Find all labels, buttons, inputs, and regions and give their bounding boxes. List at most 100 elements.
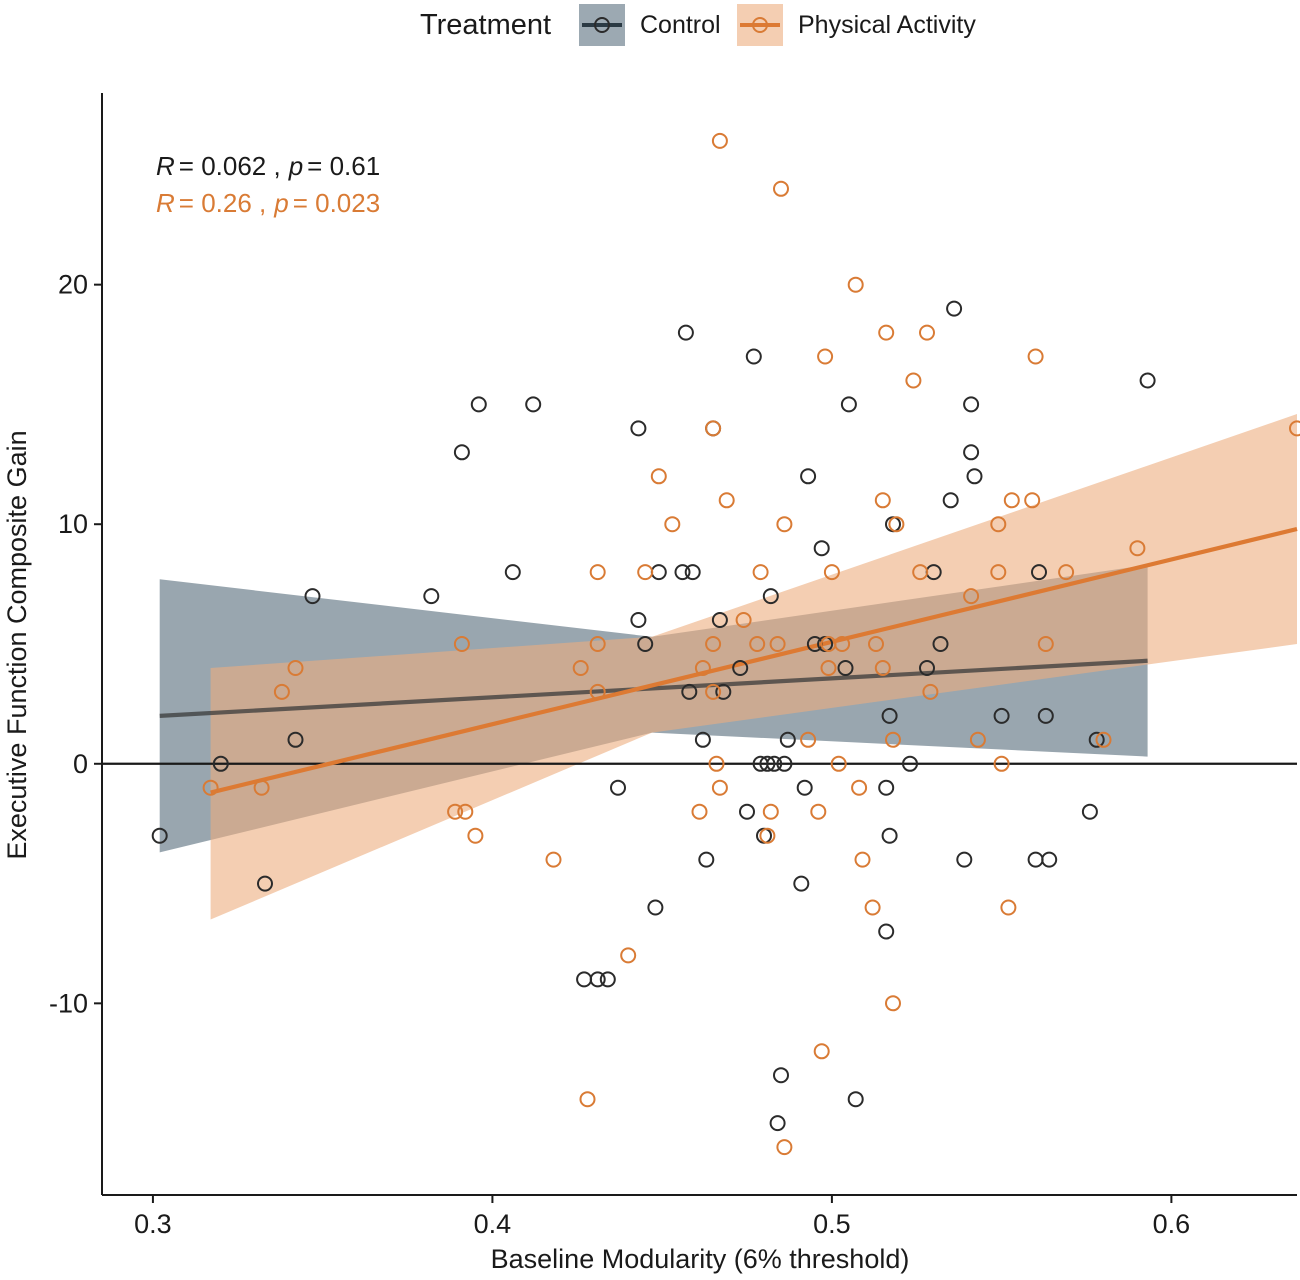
point-physical-activity [589,564,606,581]
legend-point-control [594,17,610,33]
point-physical-activity [447,803,464,820]
point-control [762,588,779,605]
point-control [151,827,168,844]
point-control [470,396,487,413]
point-physical-activity [287,660,304,676]
point-control [840,396,857,413]
point-physical-activity [800,731,817,748]
point-control [1041,851,1058,868]
point-control [769,1115,786,1132]
regression-line-control [159,658,1148,718]
point-physical-activity [990,516,1007,533]
point-physical-activity [1129,540,1146,557]
point-physical-activity [705,683,722,700]
point-control [932,636,949,652]
stat-control-p-label: p [288,151,303,181]
point-physical-activity [572,660,589,676]
point-physical-activity [650,468,667,485]
point-physical-activity [1003,492,1020,509]
confidence-bands [159,414,1298,920]
point-control [942,492,959,509]
x-tick-label: 0.4 [474,1209,512,1239]
point-control [698,851,715,868]
point-physical-activity [810,803,827,820]
point-control [630,420,647,437]
point-physical-activity [711,779,728,796]
point-control [878,923,895,940]
legend-label-control: Control [640,11,721,39]
point-physical-activity [589,636,606,652]
point-physical-activity [912,564,929,581]
point-control [1088,731,1105,748]
point-control [779,731,796,748]
point-control [715,683,732,700]
point-physical-activity [453,636,470,652]
point-physical-activity [922,683,939,700]
point-physical-activity [963,588,980,605]
point-control [630,612,647,628]
point-physical-activity [776,516,793,533]
point-control [674,564,691,581]
x-tick-label: 0.6 [1153,1209,1191,1239]
point-control [423,588,440,605]
point-physical-activity [888,516,905,533]
point-control [813,540,830,557]
point-control [650,564,667,581]
point-physical-activity [773,180,789,197]
point-physical-activity [694,660,711,676]
point-physical-activity [1024,492,1041,509]
stat-pa-r-value: = 0.26 , [179,188,266,218]
point-physical-activity [545,851,562,868]
point-physical-activity [273,683,290,700]
point-control [800,468,817,485]
point-physical-activity [708,755,725,772]
point-control [637,636,654,652]
x-tick-label: 0.3 [134,1209,172,1239]
point-physical-activity [847,276,864,293]
legend-point-physical-activity [752,17,768,33]
point-control [576,971,593,988]
point-control [881,707,898,724]
regression-lines [159,526,1298,795]
point-control [525,396,542,413]
confidence-band-physical-activity [210,414,1298,920]
data-points [151,132,1300,1156]
point-control [793,875,810,892]
point-control [878,779,895,796]
stat-pa-r-label: R [156,188,175,218]
point-control [677,324,694,341]
point-physical-activity [885,995,901,1012]
point-physical-activity [749,636,766,652]
point-control [610,779,626,796]
point-physical-activity [620,947,637,964]
point-control [1139,372,1156,389]
point-control [759,755,776,772]
x-axis-title: Baseline Modularity (6% threshold) [491,1244,910,1274]
legend-title: Treatment [420,9,551,41]
point-physical-activity [878,324,895,341]
point-physical-activity [820,660,837,676]
point-control [837,660,854,676]
point-physical-activity [467,827,484,844]
point-control [599,971,616,988]
y-axis-title: Executive Function Composite Gain [2,430,32,859]
point-control [1037,707,1054,724]
point-physical-activity [1037,636,1054,652]
point-physical-activity [705,420,722,437]
point-control [287,731,304,748]
point-physical-activity [823,564,840,581]
point-control [773,1067,789,1084]
regression-line-physical-activity [210,526,1298,795]
point-physical-activity [776,1139,793,1156]
stat-control-r-label: R [156,151,175,181]
point-control [589,971,606,988]
point-control [963,396,980,413]
point-control [684,564,701,581]
point-control [304,588,321,605]
point-control [956,851,973,868]
point-physical-activity [905,372,922,389]
point-physical-activity [1289,420,1300,437]
point-physical-activity [817,348,834,365]
point-physical-activity [759,827,776,844]
point-control [212,755,229,772]
